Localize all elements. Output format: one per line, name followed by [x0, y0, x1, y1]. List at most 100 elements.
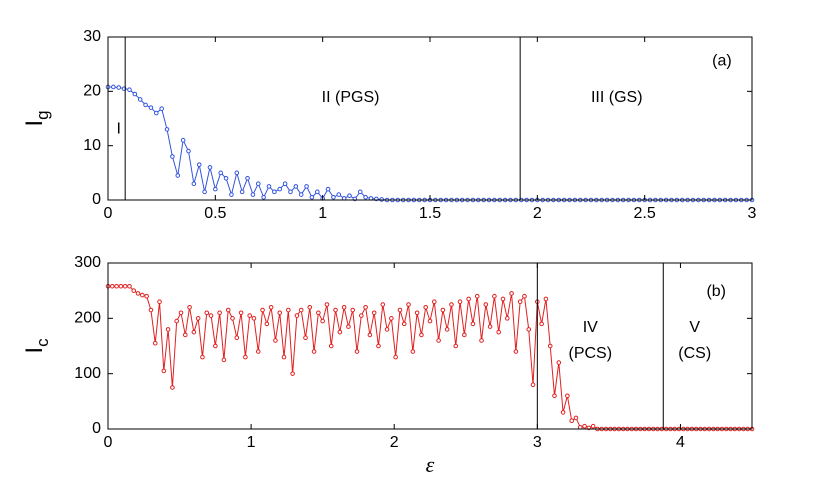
point: [208, 313, 214, 318]
point: [170, 385, 175, 390]
point: [569, 418, 574, 424]
point: [522, 293, 527, 299]
x-tick-label: 1: [318, 205, 327, 222]
point: [379, 197, 385, 202]
x-tick-label: 2: [390, 434, 399, 451]
point: [245, 175, 250, 181]
point: [127, 283, 132, 289]
y-axis-label-sub: c: [33, 338, 52, 347]
point: [354, 349, 360, 354]
point: [539, 321, 544, 327]
point: [118, 283, 124, 289]
point: [316, 310, 321, 316]
point: [324, 302, 330, 307]
point: [178, 310, 184, 316]
point: [427, 318, 433, 324]
point: [315, 189, 320, 195]
point: [401, 321, 407, 327]
point: [290, 371, 295, 376]
point: [556, 360, 562, 365]
point: [132, 91, 138, 97]
point: [331, 194, 336, 200]
point: [255, 181, 261, 186]
point: [457, 299, 463, 305]
point: [207, 165, 213, 170]
point: [573, 415, 579, 421]
point: [234, 335, 240, 341]
point: [281, 354, 287, 360]
point: [350, 307, 356, 313]
point: [333, 307, 338, 313]
region-label: V: [689, 319, 700, 336]
point: [135, 291, 141, 296]
point: [191, 181, 197, 186]
point: [384, 327, 390, 332]
x-tick-label: 1: [247, 434, 256, 451]
region-label: (a): [712, 53, 732, 70]
x-tick-label: 0: [104, 434, 113, 451]
point: [419, 332, 424, 338]
point: [229, 192, 234, 197]
point: [144, 293, 149, 299]
plot-frame: [107, 36, 753, 201]
point: [186, 148, 191, 154]
point: [131, 288, 137, 293]
point: [294, 313, 300, 318]
point: [109, 283, 115, 289]
point: [565, 393, 570, 399]
x-tick-label: 2.5: [634, 205, 656, 222]
point: [273, 338, 278, 343]
y-tick-label: 300: [74, 254, 101, 271]
point: [200, 354, 205, 360]
x-tick-label: 0: [104, 205, 113, 222]
point: [217, 310, 222, 316]
point: [496, 329, 501, 335]
point: [161, 368, 167, 374]
y-tick-label: 30: [83, 28, 101, 45]
point: [492, 293, 497, 299]
point: [230, 316, 235, 321]
y-tick-label: 20: [83, 83, 101, 100]
point: [462, 332, 467, 338]
point: [202, 189, 207, 195]
point: [182, 332, 188, 338]
y-axis-label-main: I: [21, 120, 48, 127]
point: [154, 110, 159, 116]
point: [298, 192, 304, 197]
point: [293, 184, 299, 189]
point: [247, 313, 252, 318]
point: [277, 186, 283, 192]
point: [466, 296, 471, 302]
point: [260, 307, 265, 313]
point: [504, 316, 510, 321]
point: [174, 318, 179, 324]
x-axis-label: ε: [426, 452, 435, 477]
point: [371, 310, 377, 316]
point: [393, 354, 398, 360]
point: [470, 321, 476, 327]
point: [431, 299, 437, 305]
point: [170, 154, 175, 159]
point: [453, 343, 459, 349]
point: [223, 175, 229, 181]
region-label: IV: [583, 319, 598, 336]
point: [311, 349, 317, 354]
point: [410, 349, 416, 354]
x-tick-label: 0.5: [204, 205, 226, 222]
point: [346, 324, 351, 329]
point: [513, 349, 519, 354]
point: [152, 340, 158, 346]
point: [440, 307, 446, 313]
region-label: (CS): [678, 345, 711, 362]
point: [307, 304, 313, 310]
y-axis-label: Ic: [21, 338, 52, 354]
point: [304, 184, 309, 189]
point: [234, 170, 240, 176]
point: [111, 84, 116, 90]
point: [509, 291, 514, 296]
point: [251, 316, 257, 321]
point: [367, 332, 373, 338]
point: [309, 194, 315, 200]
point: [204, 310, 210, 316]
